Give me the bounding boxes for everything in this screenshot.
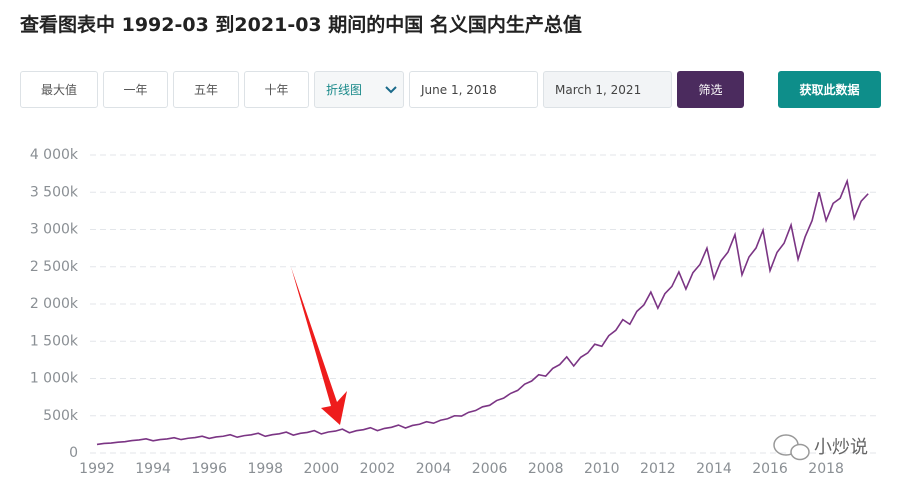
annotation-arrow — [291, 267, 347, 425]
y-tick-label: 500k — [43, 408, 79, 424]
y-tick-label: 3 000k — [30, 222, 79, 238]
select-arrow — [385, 86, 397, 94]
watermark-text: 小炒说 — [814, 437, 868, 458]
x-tick-label: 2014 — [696, 461, 732, 477]
filter-button[interactable]: 筛选 — [677, 71, 744, 108]
x-tick-label: 2016 — [752, 461, 788, 477]
x-tick-label: 2018 — [808, 461, 844, 477]
y-tick-label: 4 000k — [30, 147, 79, 163]
watermark: 小炒说 — [773, 434, 868, 461]
x-tick-label: 2008 — [528, 461, 564, 477]
end-date-input[interactable]: March 1, 2021 — [543, 71, 672, 108]
chart-select[interactable]: 折线图 — [314, 71, 404, 108]
chart-select-text: 折线图 — [326, 83, 363, 97]
x-tick-label: 1994 — [135, 461, 171, 477]
start-date-input[interactable]: June 1, 2018 — [409, 71, 538, 108]
range-button[interactable]: 十年 — [244, 71, 309, 108]
x-tick-label: 2002 — [360, 461, 396, 477]
x-tick-label: 1998 — [247, 461, 283, 477]
y-tick-label: 0 — [69, 445, 78, 461]
data-line — [96, 178, 869, 446]
x-tick-label: 1992 — [79, 461, 115, 477]
range-button[interactable]: 一年 — [103, 71, 168, 108]
y-tick-label: 3 500k — [30, 184, 79, 200]
y-tick-label: 1 500k — [30, 333, 79, 349]
y-tick-label: 1 000k — [30, 371, 79, 387]
x-tick-label: 2012 — [640, 461, 676, 477]
page-title: 查看图表中 1992-03 到2021-03 期间的中国 名义国内生产总值 — [20, 14, 582, 36]
y-tick-label: 2 500k — [30, 259, 79, 275]
range-button[interactable]: 五年 — [173, 71, 239, 108]
range-button[interactable]: 最大值 — [20, 71, 98, 108]
x-tick-label: 2006 — [472, 461, 508, 477]
x-tick-label: 2010 — [584, 461, 620, 477]
y-tick-label: 2 000k — [30, 296, 79, 312]
x-tick-label: 2000 — [304, 461, 340, 477]
watermark-icon — [790, 443, 810, 461]
x-tick-label: 1996 — [191, 461, 227, 477]
download-button[interactable]: 获取此数据 — [778, 71, 881, 108]
x-tick-label: 2004 — [416, 461, 452, 477]
